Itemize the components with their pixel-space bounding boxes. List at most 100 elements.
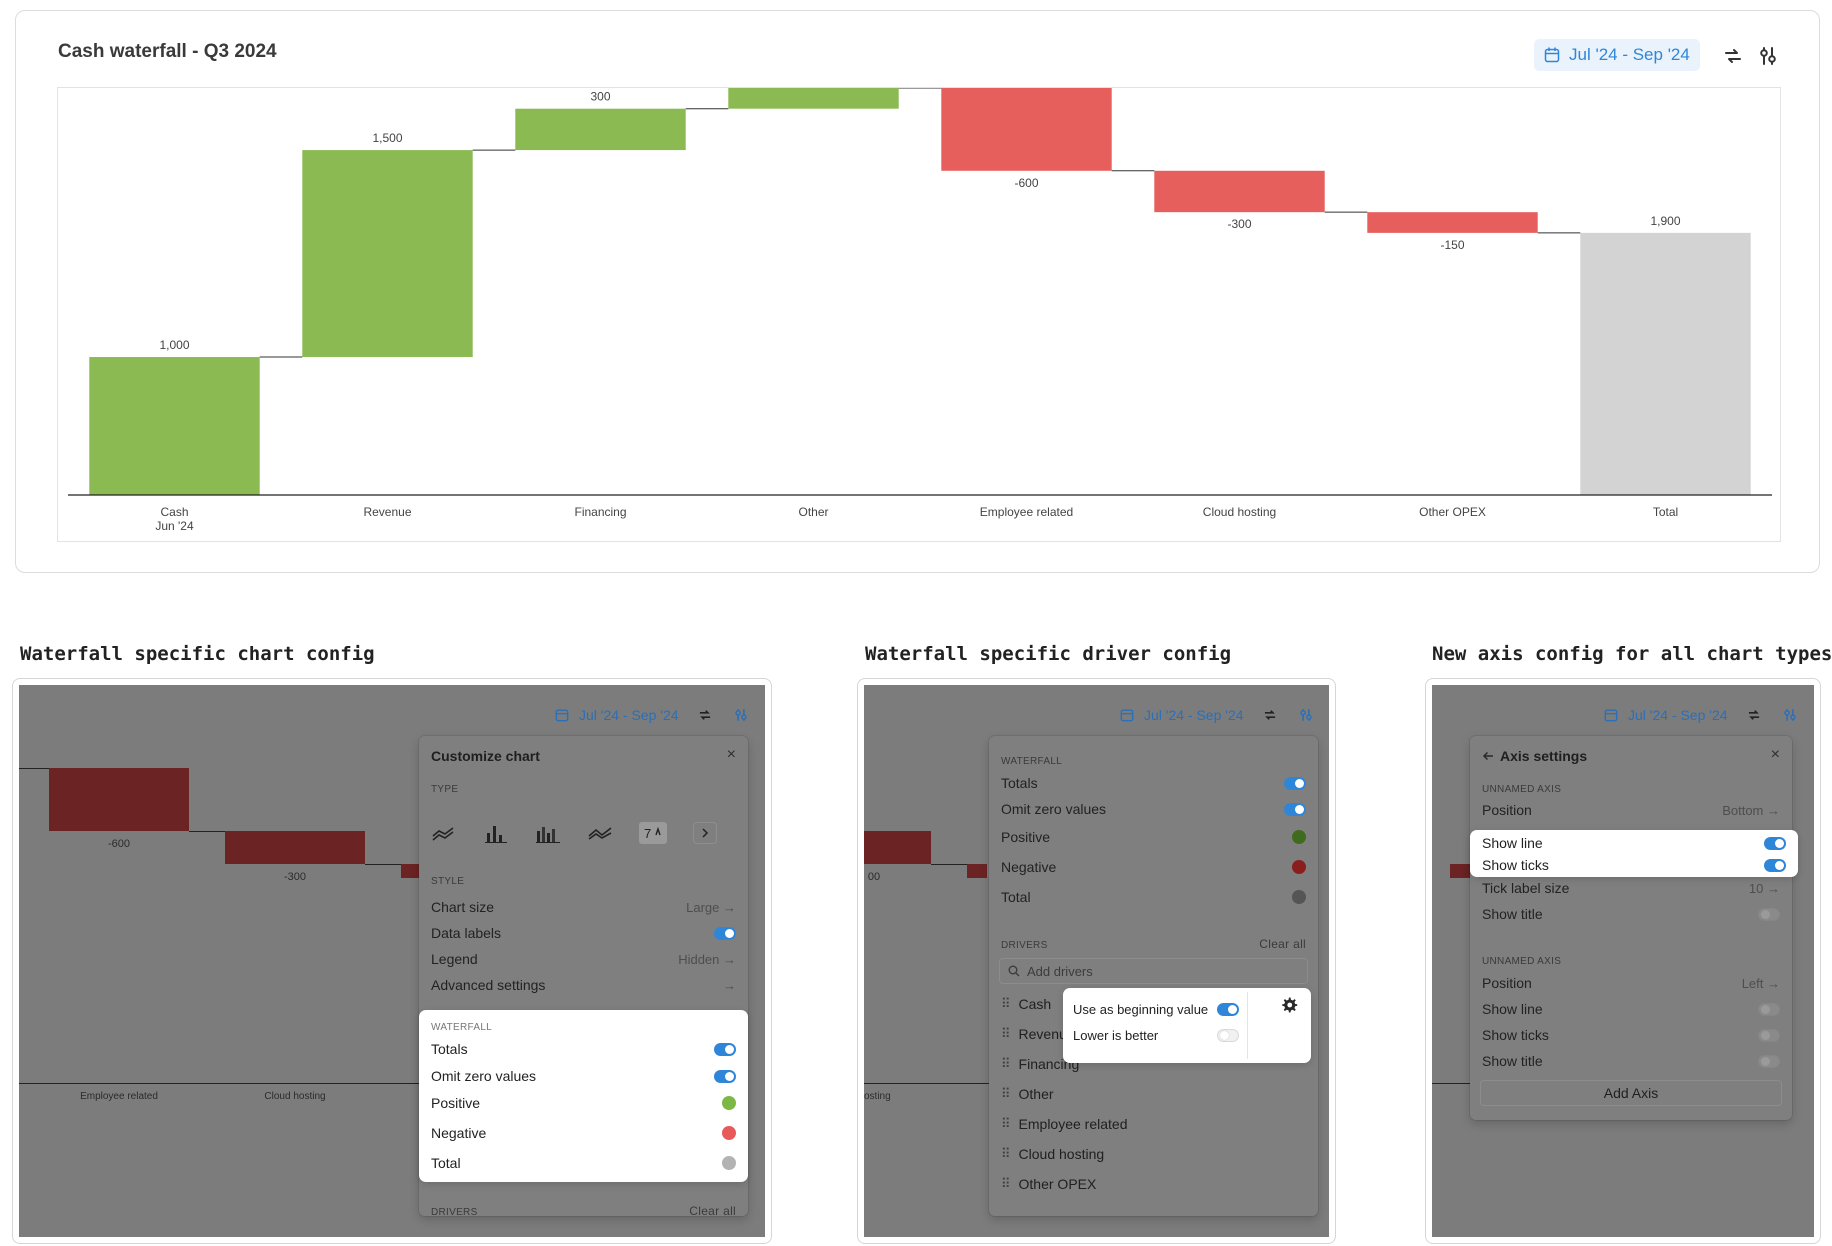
waterfall-bar: [515, 108, 686, 151]
x-tick-label: osting: [864, 1091, 891, 1102]
axis1-tick-label-size-row[interactable]: Tick label size 10 →: [1482, 877, 1780, 899]
positive-label: Positive: [1001, 829, 1051, 845]
use-as-beginning-toggle[interactable]: [1217, 1002, 1239, 1016]
advanced-settings-row[interactable]: Advanced settings →: [431, 974, 736, 996]
swap-icon[interactable]: [1262, 707, 1278, 723]
axis-config-panel: Jul '24 - Sep '24 Axis settings × UNNAME…: [1425, 678, 1821, 1244]
close-icon[interactable]: ×: [726, 746, 736, 763]
waterfall-bar: [1154, 170, 1325, 213]
x-tick-label: Employee related: [980, 505, 1073, 519]
position-value[interactable]: Bottom →: [1722, 802, 1780, 818]
clear-all-link[interactable]: Clear all: [1259, 937, 1306, 951]
use-as-beginning-label: Use as beginning value: [1073, 1001, 1209, 1017]
date-range-label[interactable]: Jul '24 - Sep '24: [579, 707, 679, 723]
omit-zero-toggle[interactable]: [1284, 802, 1306, 816]
drag-handle-icon[interactable]: ⠿: [1001, 1026, 1011, 1041]
x-tick-label: Revenue: [363, 505, 411, 519]
settings-sliders-icon[interactable]: [733, 707, 749, 723]
drag-handle-icon[interactable]: ⠿: [1001, 1056, 1011, 1071]
positive-color-swatch[interactable]: [722, 1096, 736, 1110]
add-drivers-input[interactable]: Add drivers: [999, 958, 1308, 984]
total-color-swatch[interactable]: [1292, 890, 1306, 904]
omit-zero-row: Omit zero values: [1001, 798, 1306, 820]
total-label: Total: [1001, 889, 1031, 905]
show-line-toggle[interactable]: [1764, 836, 1786, 850]
totals-label: Totals: [1001, 775, 1038, 791]
popover-divider: [1247, 992, 1248, 1059]
connector-line: [19, 768, 49, 769]
drag-handle-icon[interactable]: ⠿: [1001, 996, 1011, 1011]
drag-handle-icon[interactable]: ⠿: [1001, 1116, 1011, 1131]
date-range-label[interactable]: Jul '24 - Sep '24: [1144, 707, 1244, 723]
driver-item-other[interactable]: ⠿ Other: [1001, 1083, 1054, 1105]
axis-config-screenshot: Jul '24 - Sep '24 Axis settings × UNNAME…: [1432, 685, 1814, 1237]
total-color-swatch[interactable]: [722, 1156, 736, 1170]
drag-handle-icon[interactable]: ⠿: [1001, 1086, 1011, 1101]
data-labels-toggle[interactable]: [714, 926, 736, 940]
show-line-toggle[interactable]: [1758, 1002, 1780, 1016]
gear-icon[interactable]: [1280, 996, 1298, 1014]
totals-toggle[interactable]: [714, 1042, 736, 1056]
chart-config-screenshot: Jul '24 - Sep '24 -600 -300 Employee rel…: [19, 685, 765, 1237]
show-title-toggle[interactable]: [1758, 1054, 1780, 1068]
connector-line: [365, 864, 401, 865]
settings-sliders-icon[interactable]: [1298, 707, 1314, 723]
swap-icon[interactable]: [1746, 707, 1762, 723]
drag-handle-icon[interactable]: ⠿: [1001, 1146, 1011, 1161]
settings-sliders-icon[interactable]: [1782, 707, 1798, 723]
negative-color-swatch[interactable]: [1292, 860, 1306, 874]
driver-item-other-opex[interactable]: ⠿ Other OPEX: [1001, 1173, 1096, 1195]
add-axis-button[interactable]: Add Axis: [1480, 1080, 1782, 1106]
stacked-bar-type-icon[interactable]: [535, 822, 561, 844]
x-axis-line: [19, 1083, 439, 1084]
chevron-right-icon[interactable]: [693, 822, 717, 844]
axis1-position-row[interactable]: Position Bottom →: [1482, 799, 1780, 821]
data-label: 300: [590, 90, 610, 104]
data-label: 1,900: [1650, 214, 1680, 228]
chart-title: Cash waterfall - Q3 2024: [58, 41, 277, 62]
data-labels-label: Data labels: [431, 925, 502, 941]
bar-chart-type-icon[interactable]: [483, 822, 509, 844]
driver-item-cloud-hosting[interactable]: ⠿ Cloud hosting: [1001, 1143, 1104, 1165]
omit-zero-toggle[interactable]: [714, 1069, 736, 1083]
line-chart-type-icon[interactable]: [431, 822, 457, 844]
show-ticks-toggle[interactable]: [1758, 1028, 1780, 1042]
advanced-settings-arrow[interactable]: →: [723, 977, 736, 993]
section-title-axis-config: New axis config for all chart types: [1432, 643, 1832, 665]
legend-row[interactable]: Legend Hidden →: [431, 948, 736, 970]
bar-cloud-hosting: [864, 831, 931, 864]
chart-size-row[interactable]: Chart size Large →: [431, 896, 736, 918]
data-label: -300: [283, 871, 307, 883]
lower-is-better-toggle[interactable]: [1217, 1028, 1239, 1042]
clear-all-link[interactable]: Clear all: [689, 1204, 736, 1218]
date-range-label: Jul '24 - Sep '24: [1569, 45, 1690, 64]
position-value[interactable]: Left →: [1741, 975, 1780, 991]
waterfall-bar: [1580, 232, 1751, 495]
drag-handle-icon[interactable]: ⠿: [1001, 1176, 1011, 1191]
axis2-position-row[interactable]: Position Left →: [1482, 972, 1780, 994]
driver-item-revenue[interactable]: ⠿ Revenue: [1001, 1023, 1075, 1045]
combo-chart-type-icon[interactable]: [587, 822, 613, 844]
back-arrow-icon[interactable]: [1482, 750, 1494, 762]
driver-item-cash[interactable]: ⠿ Cash: [1001, 993, 1051, 1015]
totals-toggle[interactable]: [1284, 776, 1306, 790]
number-chart-type-icon[interactable]: 7: [639, 822, 667, 844]
omit-zero-label: Omit zero values: [1001, 801, 1107, 817]
positive-color-swatch[interactable]: [1292, 830, 1306, 844]
chart-size-value[interactable]: Large →: [686, 899, 736, 915]
show-title-toggle[interactable]: [1758, 907, 1780, 921]
swap-icon[interactable]: [1722, 45, 1744, 67]
date-range-button[interactable]: Jul '24 - Sep '24: [1534, 39, 1700, 71]
calendar-icon: [555, 709, 569, 722]
tick-label-size-value[interactable]: 10 →: [1748, 880, 1780, 896]
show-ticks-toggle[interactable]: [1764, 858, 1786, 872]
date-range-label[interactable]: Jul '24 - Sep '24: [1628, 707, 1728, 723]
negative-color-swatch[interactable]: [722, 1126, 736, 1140]
x-tick-label: Employee related: [80, 1091, 158, 1102]
driver-item-employee-related[interactable]: ⠿ Employee related: [1001, 1113, 1127, 1135]
settings-sliders-icon[interactable]: [1757, 45, 1779, 67]
swap-icon[interactable]: [697, 707, 713, 723]
legend-value[interactable]: Hidden →: [678, 951, 736, 967]
close-icon[interactable]: ×: [1770, 746, 1780, 763]
